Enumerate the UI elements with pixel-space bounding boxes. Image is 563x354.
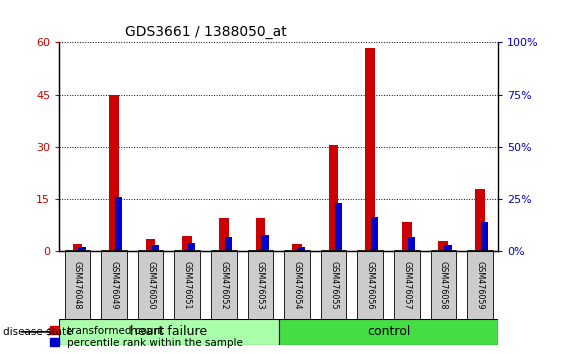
Text: GSM476059: GSM476059 [476,261,484,309]
FancyBboxPatch shape [431,250,456,320]
Text: GSM476055: GSM476055 [329,261,338,309]
Bar [73,244,82,251]
FancyBboxPatch shape [358,250,383,320]
FancyBboxPatch shape [284,250,310,320]
Bar [444,245,452,251]
Text: GSM476058: GSM476058 [439,261,448,309]
Text: GSM476054: GSM476054 [293,261,301,309]
FancyBboxPatch shape [59,319,279,345]
Text: GSM476048: GSM476048 [73,261,82,309]
Bar [408,237,415,251]
Text: GSM476057: GSM476057 [403,261,411,309]
Bar [182,236,192,251]
Text: GDS3661 / 1388050_at: GDS3661 / 1388050_at [125,25,287,39]
FancyBboxPatch shape [211,250,236,320]
Bar [329,145,338,251]
FancyBboxPatch shape [321,250,346,320]
Bar [188,243,195,251]
Bar [371,217,378,251]
FancyBboxPatch shape [175,250,200,320]
Bar [475,189,485,251]
Bar [298,247,305,251]
Text: heart failure: heart failure [131,325,207,338]
Bar [115,197,122,251]
Bar [365,48,375,251]
Text: GSM476053: GSM476053 [256,261,265,309]
Text: GSM476051: GSM476051 [183,261,191,309]
FancyBboxPatch shape [394,250,419,320]
Bar [151,245,159,251]
Bar [292,244,302,251]
FancyBboxPatch shape [467,250,493,320]
Text: disease state: disease state [3,327,72,337]
Bar [219,218,229,251]
Text: GSM476050: GSM476050 [146,261,155,309]
Bar [78,247,86,251]
FancyBboxPatch shape [138,250,163,320]
Bar [146,239,155,251]
FancyBboxPatch shape [248,250,273,320]
Text: GSM476049: GSM476049 [110,261,118,309]
Text: GSM476056: GSM476056 [366,261,374,309]
Bar [439,241,448,251]
Bar [225,237,232,251]
FancyBboxPatch shape [279,319,498,345]
Text: control: control [367,325,410,338]
Text: GSM476052: GSM476052 [220,261,228,309]
Bar [402,222,412,251]
Bar [261,235,269,251]
FancyBboxPatch shape [65,250,90,320]
Legend: transformed count, percentile rank within the sample: transformed count, percentile rank withi… [50,326,243,348]
Bar [256,218,265,251]
Bar [334,203,342,251]
FancyBboxPatch shape [101,250,127,320]
Bar [109,95,119,251]
Bar [481,222,488,251]
